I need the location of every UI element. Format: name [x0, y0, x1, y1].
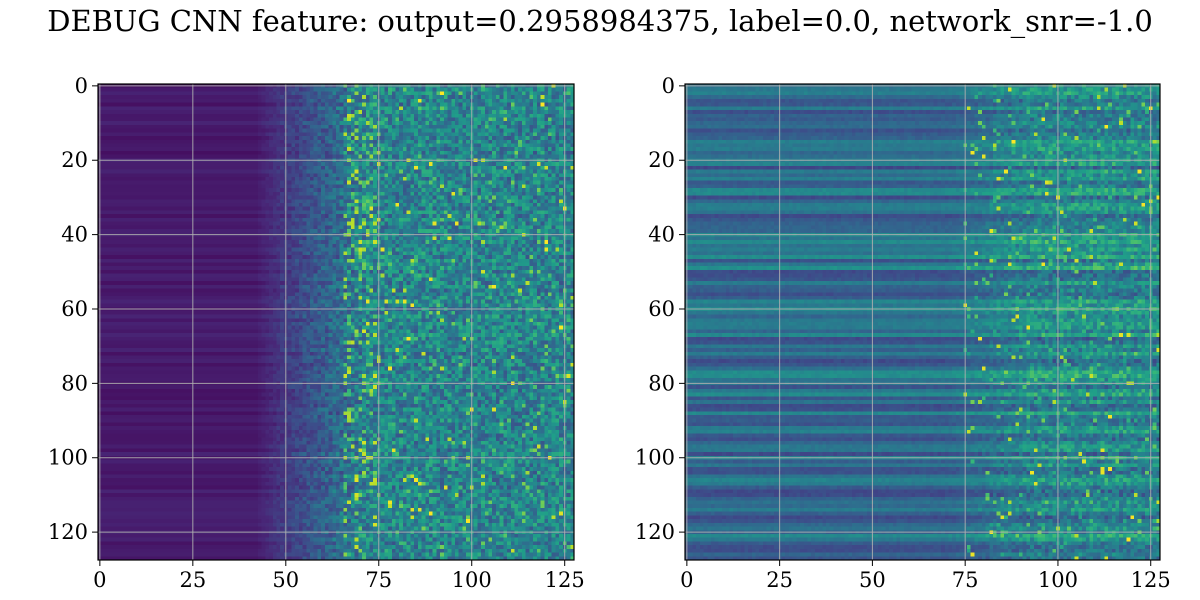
- x-tick-label: 25: [766, 568, 793, 592]
- x-tick-label: 25: [179, 568, 206, 592]
- y-tick-label: 100: [635, 446, 675, 470]
- x-tick-label: 125: [1131, 568, 1171, 592]
- y-tick-label: 0: [75, 74, 88, 98]
- y-tick-label: 20: [61, 148, 88, 172]
- x-tick-label: 75: [365, 568, 392, 592]
- y-tick-label: 100: [48, 446, 88, 470]
- y-tick-label: 20: [648, 148, 675, 172]
- y-tick-label: 80: [648, 371, 675, 395]
- x-tick-label: 100: [452, 568, 492, 592]
- y-tick-label: 40: [648, 223, 675, 247]
- y-tick-label: 40: [61, 223, 88, 247]
- y-tick-label: 60: [61, 297, 88, 321]
- y-tick-label: 80: [61, 371, 88, 395]
- heatmap-panel-left: 0 25 50 75 100 125 0 20 40 60 80 100 120: [48, 74, 585, 592]
- x-tick-label: 0: [93, 568, 106, 592]
- y-tick-label: 60: [648, 297, 675, 321]
- x-tick-label: 125: [545, 568, 585, 592]
- x-tick-label: 50: [859, 568, 886, 592]
- figure-title: DEBUG CNN feature: output=0.2958984375, …: [47, 4, 1153, 38]
- x-tick-label: 0: [680, 568, 693, 592]
- axes-frame: [97, 83, 575, 561]
- x-tick-label: 75: [952, 568, 979, 592]
- y-tick-label: 120: [635, 520, 675, 544]
- y-tick-label: 0: [662, 74, 675, 98]
- x-tick-label: 100: [1038, 568, 1078, 592]
- x-tick-label: 50: [272, 568, 299, 592]
- axes-frame: [684, 83, 1161, 561]
- y-tick-label: 120: [48, 520, 88, 544]
- heatmap-image: [685, 84, 1160, 560]
- heatmap-image: [98, 84, 574, 560]
- heatmap-panel-right: 0 25 50 75 100 125 0 20 40 60 80 100 120: [635, 74, 1171, 592]
